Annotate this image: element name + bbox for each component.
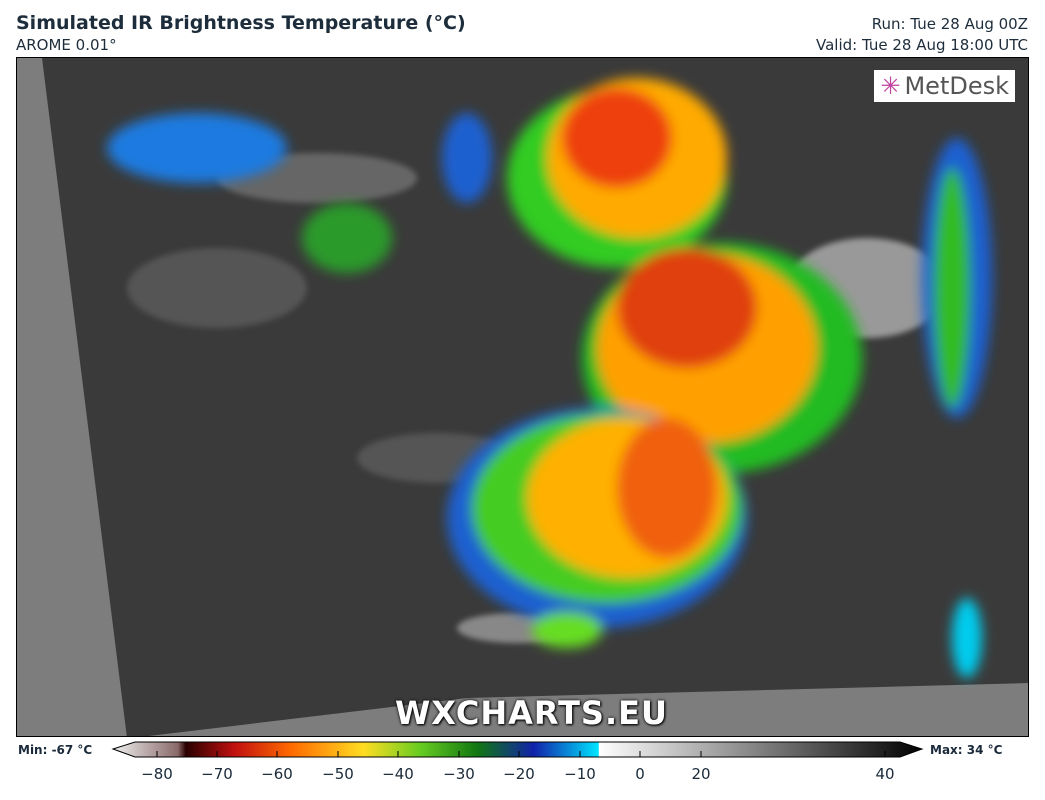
colorbar-tick-label: −30 xyxy=(443,765,475,783)
model-domain xyxy=(42,58,1028,736)
colorbar-tick-label: −60 xyxy=(261,765,293,783)
colorbar-tick-label: 20 xyxy=(691,765,711,783)
watermark: WXCHARTS.EU xyxy=(395,694,668,732)
cloud-tops xyxy=(107,78,992,678)
colorbar-tick-label: −80 xyxy=(141,765,173,783)
colorbar-tick-label: −50 xyxy=(322,765,354,783)
metdesk-logo: ✳ MetDesk xyxy=(874,70,1015,102)
metdesk-starburst-icon: ✳ xyxy=(880,72,901,100)
colorbar-tick-label: −10 xyxy=(564,765,596,783)
run-time: Run: Tue 28 Aug 00Z xyxy=(871,15,1028,33)
max-label: Max: 34 °C xyxy=(930,743,1003,757)
map-title: Simulated IR Brightness Temperature (°C) xyxy=(16,12,466,34)
colorbar-tick-label: −40 xyxy=(382,765,414,783)
colorbar-tick-label: −20 xyxy=(503,765,535,783)
valid-time: Valid: Tue 28 Aug 18:00 UTC xyxy=(816,36,1028,54)
colorbar xyxy=(111,741,924,758)
model-label: AROME 0.01° xyxy=(16,36,117,54)
colorbar-tick-label: 40 xyxy=(875,765,895,783)
ir-satellite-map[interactable]: ✳ MetDesk WXCHARTS.EU xyxy=(16,57,1029,737)
logo-text: MetDesk xyxy=(904,72,1009,100)
colorbar-tick-label: −70 xyxy=(201,765,233,783)
colorbar-tick-label: 0 xyxy=(635,765,645,783)
map-canvas xyxy=(17,58,1028,736)
min-label: Min: -67 °C xyxy=(18,743,93,757)
